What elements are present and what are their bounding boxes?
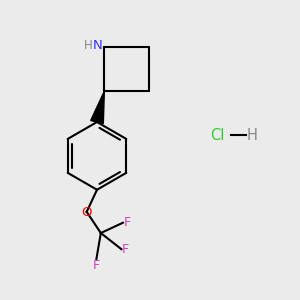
- Text: Cl: Cl: [211, 128, 225, 143]
- Text: N: N: [93, 39, 103, 52]
- Text: F: F: [93, 259, 100, 272]
- Text: H: H: [84, 39, 92, 52]
- Text: F: F: [122, 243, 129, 256]
- Text: H: H: [246, 128, 257, 143]
- Text: O: O: [81, 206, 92, 219]
- Text: F: F: [124, 216, 130, 229]
- Polygon shape: [91, 91, 104, 124]
